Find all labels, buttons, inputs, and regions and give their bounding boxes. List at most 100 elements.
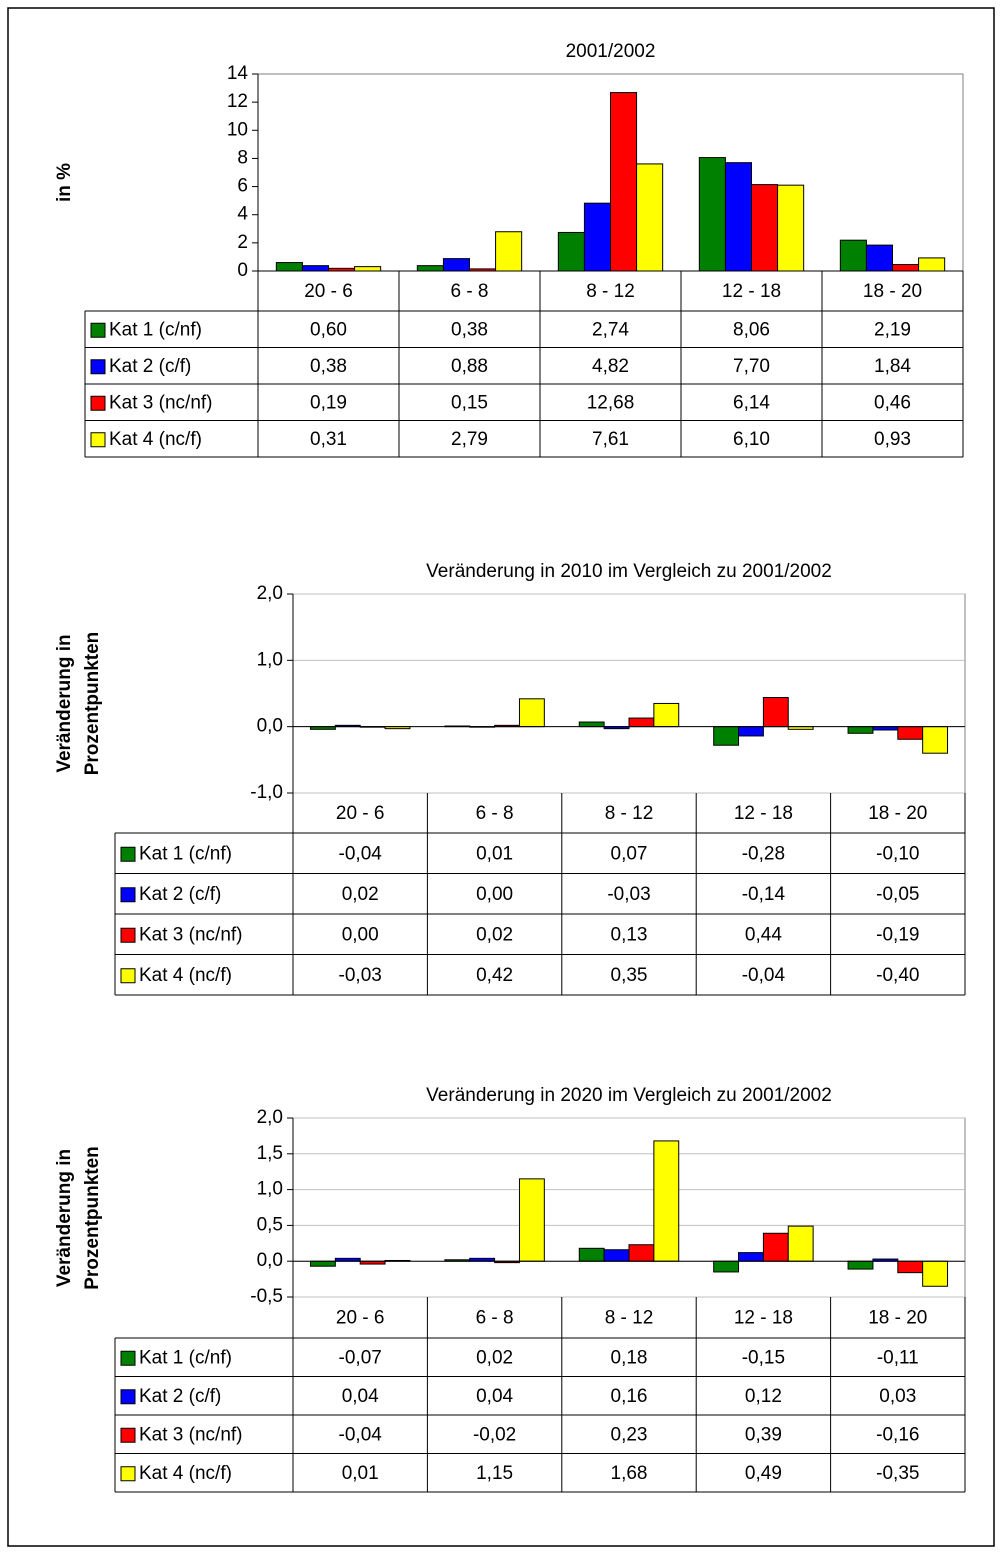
table-value: 1,15	[476, 1463, 513, 1484]
table-value: 1,68	[611, 1463, 648, 1484]
bar	[636, 163, 664, 272]
bar	[354, 266, 382, 272]
table-value: 0,04	[342, 1386, 379, 1407]
bar	[918, 257, 946, 272]
bar	[557, 231, 585, 272]
legend-swatch	[120, 887, 136, 903]
y-tick-label: 2	[237, 232, 248, 253]
x-tick-label: 18 - 20	[868, 1308, 927, 1329]
plot-area	[292, 593, 966, 794]
x-tick-label: 6 - 8	[450, 281, 488, 302]
table-value: 0,39	[745, 1424, 782, 1445]
bar	[713, 726, 740, 746]
table-value: 2,19	[874, 319, 911, 340]
y-tick-label: 10	[227, 119, 248, 140]
y-tick-label: 0	[237, 260, 248, 281]
table-value: 8,06	[733, 319, 770, 340]
legend-label: Kat 1 (c/nf)	[139, 1347, 232, 1368]
bar	[610, 92, 638, 272]
table-value: 0,88	[451, 356, 488, 377]
bar	[839, 239, 867, 272]
y-axis-label: Prozentpunkten	[82, 632, 103, 776]
y-tick-label: 8	[237, 147, 248, 168]
x-tick-label: 18 - 20	[863, 281, 922, 302]
legend-label: Kat 2 (c/f)	[139, 1386, 221, 1407]
table-value: -0,03	[607, 884, 650, 905]
bar	[724, 162, 752, 272]
bar	[583, 202, 611, 272]
y-tick-label: 12	[227, 91, 248, 112]
table-value: 0,00	[342, 924, 379, 945]
bar	[847, 726, 874, 734]
legend-swatch	[90, 395, 106, 411]
legend-label: Kat 4 (nc/f)	[139, 965, 232, 986]
bar	[653, 1140, 680, 1262]
table-value: 0,04	[476, 1386, 513, 1407]
bar	[762, 696, 789, 728]
bar	[653, 702, 680, 728]
legend-swatch	[120, 1389, 136, 1405]
bar	[865, 244, 893, 272]
table-value: 0,02	[476, 1347, 513, 1368]
legend-swatch	[120, 846, 136, 862]
bar	[442, 258, 471, 272]
table-value: 0,35	[611, 965, 648, 986]
legend-label: Kat 4 (nc/f)	[109, 429, 202, 450]
table-value: 0,23	[611, 1424, 648, 1445]
x-tick-label: 12 - 18	[734, 803, 793, 824]
bar	[578, 721, 605, 728]
bar	[922, 1260, 949, 1287]
x-tick-label: 6 - 8	[476, 803, 514, 824]
bar	[495, 231, 523, 272]
legend-label: Kat 3 (nc/nf)	[109, 392, 213, 413]
table-value: 0,19	[310, 392, 347, 413]
bar	[628, 717, 655, 728]
x-tick-label: 8 - 12	[586, 281, 635, 302]
bar	[603, 1249, 630, 1262]
y-tick-label: 1,0	[257, 649, 283, 670]
table-value: -0,15	[742, 1347, 785, 1368]
legend-label: Kat 3 (nc/nf)	[139, 1424, 243, 1445]
table-value: 7,61	[592, 429, 629, 450]
x-tick-label: 20 - 6	[336, 803, 385, 824]
table-value: 2,79	[451, 429, 488, 450]
table-value: 7,70	[733, 356, 770, 377]
table-value: 12,68	[587, 392, 635, 413]
table-value: -0,07	[339, 1347, 382, 1368]
chart-title: 2001/2002	[566, 41, 656, 62]
legend-label: Kat 4 (nc/f)	[139, 1463, 232, 1484]
table-value: -0,03	[339, 965, 382, 986]
bar	[416, 265, 444, 272]
legend-swatch	[90, 322, 106, 338]
table-value: -0,11	[877, 1347, 919, 1368]
y-tick-label: 1,5	[257, 1143, 283, 1164]
legend-swatch	[90, 359, 106, 375]
legend-swatch	[120, 927, 136, 943]
table-value: 0,42	[476, 965, 513, 986]
chart-title: Veränderung in 2010 im Vergleich zu 2001…	[426, 561, 832, 582]
table-value: -0,04	[742, 965, 786, 986]
table-value: 0,38	[451, 319, 488, 340]
x-tick-label: 8 - 12	[605, 803, 654, 824]
y-tick-label: 6	[237, 176, 248, 197]
y-tick-label: -0,5	[250, 1286, 283, 1307]
table-value: 0,13	[611, 924, 648, 945]
x-tick-label: 20 - 6	[336, 1308, 385, 1329]
table-value: -0,14	[742, 884, 786, 905]
table-value: -0,40	[876, 965, 919, 986]
table-value: -0,04	[339, 843, 383, 864]
bar	[751, 184, 779, 272]
bar	[892, 264, 920, 272]
table-value: 0,15	[451, 392, 488, 413]
table-value: -0,16	[876, 1424, 919, 1445]
x-tick-label: 6 - 8	[476, 1308, 514, 1329]
table-value: 0,18	[611, 1347, 648, 1368]
y-axis-label: Veränderung in	[54, 1149, 75, 1287]
table-value: 6,10	[733, 429, 770, 450]
table-value: -0,35	[876, 1463, 919, 1484]
table-value: -0,10	[876, 843, 919, 864]
bar	[301, 265, 330, 272]
chart-title: Veränderung in 2020 im Vergleich zu 2001…	[426, 1085, 832, 1106]
table-value: -0,28	[742, 843, 785, 864]
legend-label: Kat 1 (c/nf)	[109, 319, 202, 340]
